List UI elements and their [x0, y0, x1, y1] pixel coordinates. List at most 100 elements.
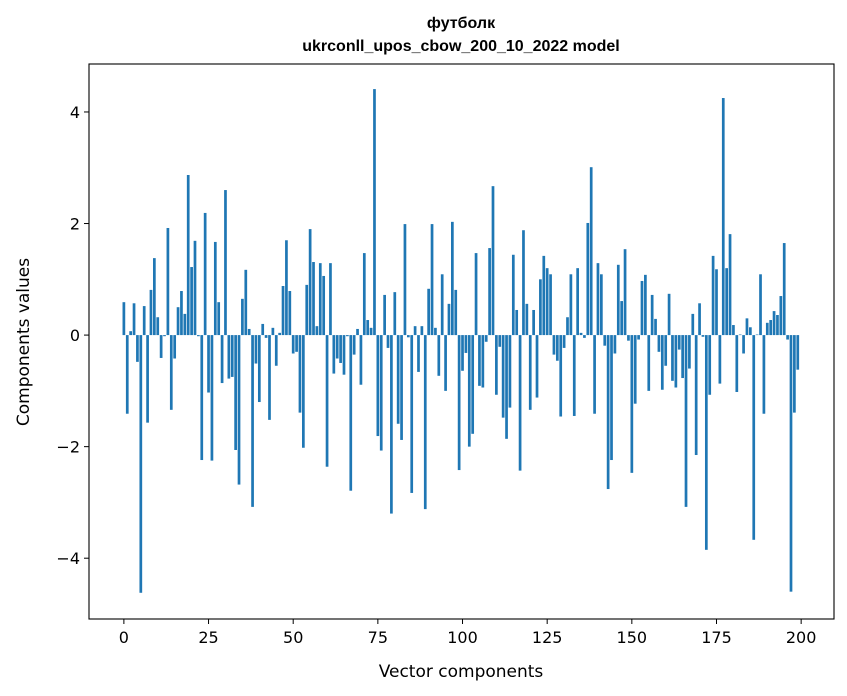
bar-136	[583, 335, 586, 338]
bar-151	[633, 335, 637, 404]
bar-157	[654, 318, 657, 336]
bar-46	[278, 332, 282, 336]
bar-145	[613, 335, 617, 354]
bar-118	[522, 230, 525, 336]
bar-140	[596, 263, 600, 336]
bar-133	[572, 335, 576, 416]
bar-93	[437, 335, 441, 376]
bar-38	[251, 335, 254, 507]
bar-123	[539, 279, 542, 336]
bar-170	[698, 303, 701, 336]
bar-185	[749, 327, 752, 336]
bar-55	[308, 229, 312, 336]
bar-57	[315, 326, 319, 336]
bar-44	[271, 327, 275, 336]
bar-166	[684, 335, 688, 507]
plot-frame	[88, 63, 835, 620]
bar-190	[765, 322, 769, 336]
bar-195	[782, 243, 786, 336]
bar-125	[545, 268, 549, 336]
bar-126	[549, 274, 552, 336]
bar-43	[268, 335, 271, 420]
bar-159	[660, 335, 664, 390]
bar-128	[555, 335, 559, 361]
x-tick-label: 150	[617, 628, 648, 647]
bar-22	[197, 335, 200, 337]
y-tick-label: 0	[70, 326, 80, 345]
bar-0	[122, 302, 126, 336]
bar-178	[725, 268, 729, 336]
bar-87	[417, 335, 420, 372]
bar-186	[752, 335, 756, 540]
bar-28	[217, 302, 221, 336]
bar-24	[203, 212, 207, 336]
bar-147	[620, 301, 624, 336]
y-tick-label: 4	[70, 103, 80, 122]
bar-60	[325, 335, 329, 467]
bar-70	[359, 335, 363, 385]
bar-14	[169, 335, 173, 410]
bar-106	[481, 335, 485, 388]
bar-78	[386, 335, 390, 348]
bar-198	[793, 335, 796, 413]
bar-47	[281, 286, 285, 336]
bar-131	[566, 317, 569, 336]
bar-12	[163, 335, 166, 337]
bar-189	[762, 335, 766, 414]
bar-41	[261, 323, 265, 336]
bar-174	[711, 255, 715, 336]
bar-61	[329, 263, 332, 336]
y-axis-ticks: −4 −2 0 2 4	[56, 103, 89, 568]
bar-192	[772, 311, 776, 336]
bar-68	[352, 335, 356, 355]
bar-92	[434, 327, 437, 336]
bar-42	[264, 335, 268, 338]
bar-176	[718, 335, 722, 384]
bar-177	[721, 98, 725, 336]
bar-141	[600, 274, 603, 336]
bar-171	[701, 335, 705, 337]
bar-102	[467, 335, 471, 447]
bar-191	[769, 320, 773, 336]
bar-37	[247, 328, 251, 336]
bar-121	[532, 309, 535, 336]
bar-9	[153, 258, 156, 336]
bar-107	[484, 335, 488, 342]
bar-36	[244, 269, 248, 336]
bar-1	[125, 335, 129, 414]
x-tick-label: 50	[283, 628, 303, 647]
bar-148	[623, 249, 627, 336]
bar-3	[132, 303, 136, 336]
bar-5	[139, 335, 143, 593]
x-tick-label: 0	[119, 628, 129, 647]
bar-89	[423, 335, 427, 510]
bar-114	[508, 335, 512, 408]
bar-173	[708, 335, 712, 395]
bar-100	[461, 335, 464, 371]
bar-152	[637, 335, 640, 340]
bar-73	[369, 327, 373, 336]
bar-34	[237, 335, 241, 485]
chart-subtitle: ukrconll_upos_cbow_200_10_2022 model	[302, 38, 619, 55]
bar-10	[156, 317, 160, 336]
y-axis-label: Components values	[14, 258, 34, 426]
bar-162	[671, 335, 674, 381]
bar-142	[603, 335, 607, 346]
bar-115	[511, 254, 515, 336]
bar-146	[616, 264, 620, 336]
bar-95	[444, 335, 447, 391]
bar-2	[129, 331, 133, 336]
bar-18	[183, 313, 187, 336]
bar-161	[667, 293, 671, 336]
bar-127	[552, 335, 556, 355]
bar-76	[379, 335, 383, 451]
bar-45	[274, 335, 278, 366]
bar-63	[335, 335, 339, 359]
bar-103	[471, 335, 475, 434]
bar-187	[755, 334, 759, 336]
bar-129	[559, 335, 563, 417]
x-tick-label: 100	[447, 628, 478, 647]
bar-26	[210, 335, 214, 461]
bar-75	[376, 335, 380, 437]
